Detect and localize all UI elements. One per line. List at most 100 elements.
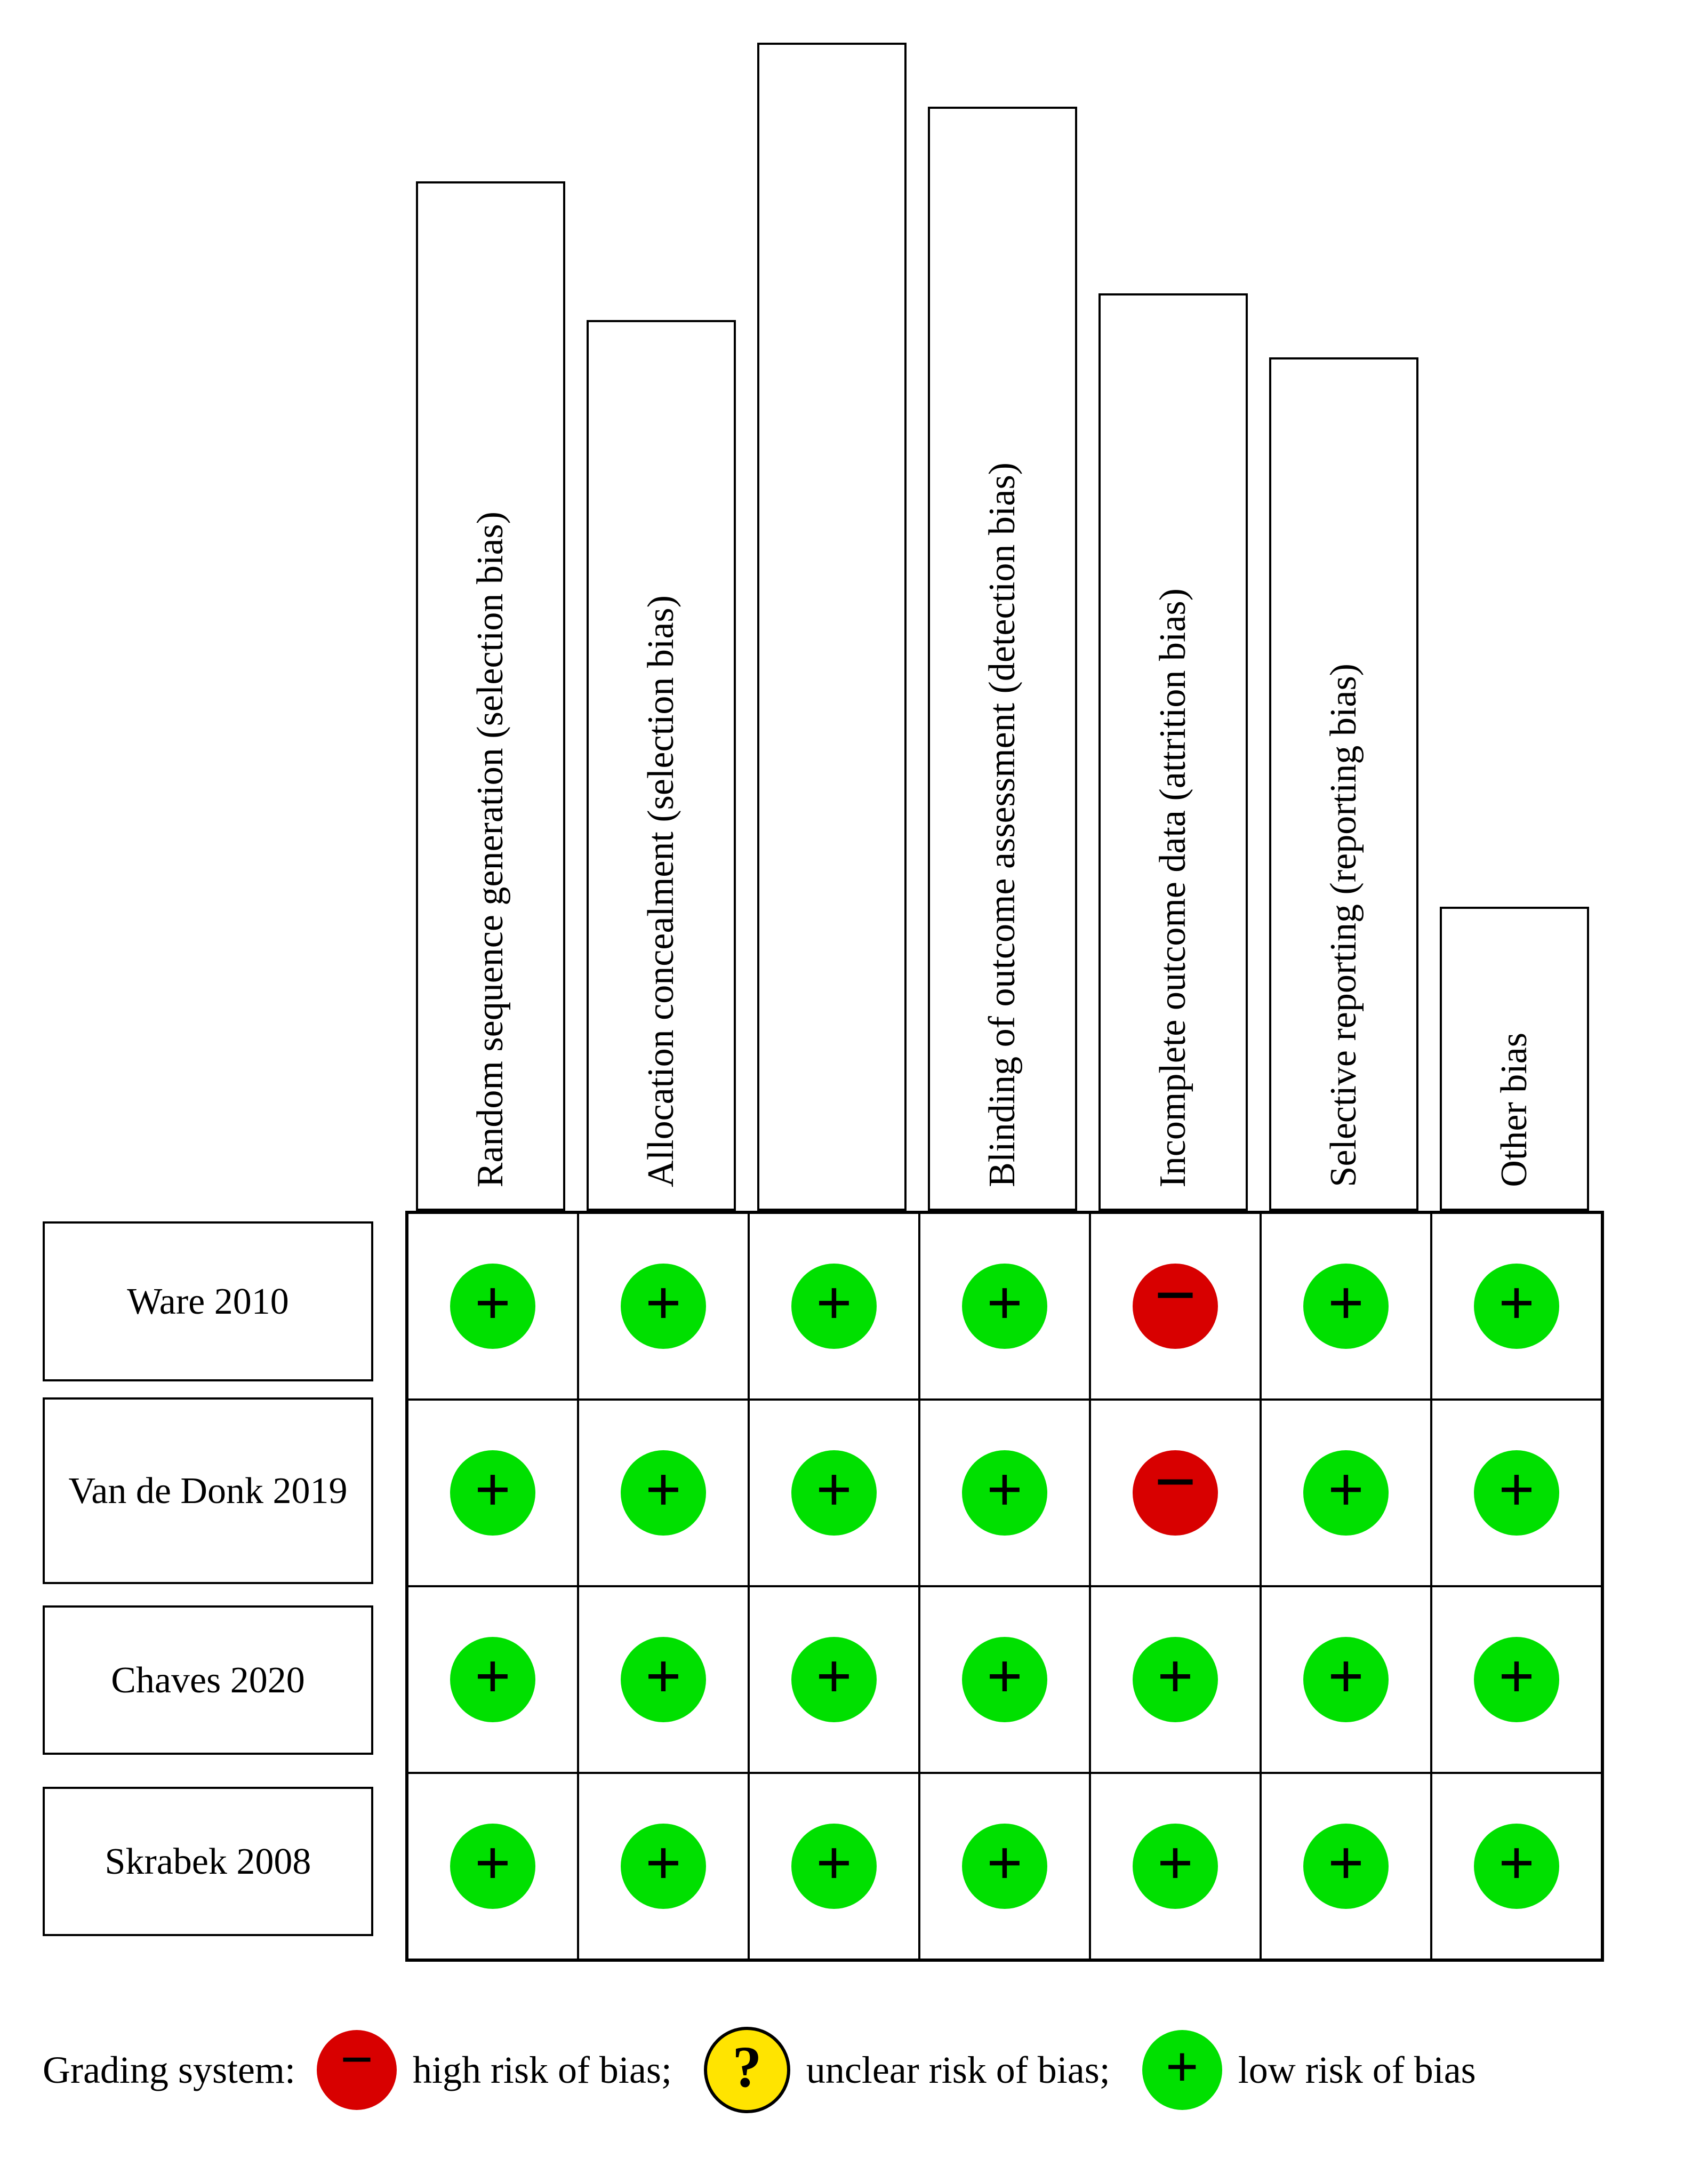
- table-row: + + + + + + +: [407, 1586, 1602, 1773]
- risk-cell: +: [919, 1400, 1090, 1586]
- column-header: [757, 43, 907, 1211]
- risk-cell: +: [1090, 1586, 1261, 1773]
- plus-icon: +: [645, 1458, 681, 1522]
- legend-item-text: low risk of bias: [1238, 2048, 1476, 2092]
- legend-item-text: high risk of bias;: [413, 2048, 672, 2092]
- risk-badge-low: +: [962, 1637, 1047, 1722]
- risk-cell: +: [749, 1586, 919, 1773]
- risk-badge-low: +: [962, 1824, 1047, 1909]
- row-label: Van de Donk 2019: [43, 1397, 373, 1584]
- risk-badge-low: +: [1474, 1637, 1559, 1722]
- plus-icon: +: [475, 1458, 511, 1522]
- plus-icon: +: [1498, 1644, 1535, 1708]
- table-row: ++++−++: [407, 1400, 1602, 1586]
- risk-badge-low: +: [450, 1824, 535, 1909]
- risk-cell: +: [749, 1773, 919, 1960]
- risk-cell: +: [578, 1213, 749, 1400]
- risk-cell: +: [1261, 1400, 1431, 1586]
- risk-cell: +: [578, 1773, 749, 1960]
- risk-cell: +: [1431, 1773, 1602, 1960]
- plus-icon: +: [1165, 2037, 1199, 2096]
- plus-icon: +: [1157, 1644, 1193, 1708]
- risk-cell: +: [919, 1586, 1090, 1773]
- plus-icon: +: [1328, 1458, 1364, 1522]
- risk-badge-low: +: [962, 1450, 1047, 1536]
- risk-badge-low: +: [1142, 2030, 1222, 2110]
- table-row: + + + + + + +: [407, 1773, 1602, 1960]
- risk-badge-low: +: [1303, 1450, 1389, 1536]
- legend-prefix: Grading system:: [43, 2048, 295, 2092]
- risk-grid: ++++−++++++−++++++++++++++++: [405, 1211, 1604, 1962]
- risk-badge-low: +: [621, 1824, 706, 1909]
- risk-badge-low: +: [1474, 1824, 1559, 1909]
- risk-cell: +: [1261, 1773, 1431, 1960]
- column-header: Incomplete outcome data (attrition bias): [1098, 293, 1248, 1211]
- risk-badge-high: −: [317, 2030, 397, 2110]
- risk-badge-low: +: [450, 1637, 535, 1722]
- risk-cell: +: [1431, 1213, 1602, 1400]
- risk-cell: +: [407, 1213, 578, 1400]
- risk-badge-low: +: [791, 1264, 877, 1349]
- risk-badge-unclear: ?: [704, 2027, 790, 2113]
- column-header: Allocation concealment (selection bias): [587, 320, 736, 1211]
- risk-badge-high: −: [1133, 1450, 1218, 1536]
- legend-item: + low risk of bias: [1142, 2030, 1476, 2110]
- question-icon: ?: [732, 2037, 761, 2096]
- risk-of-bias-figure: Random sequence generation (selection bi…: [0, 0, 1708, 2182]
- risk-badge-low: +: [450, 1450, 535, 1536]
- risk-cell: +: [1431, 1586, 1602, 1773]
- column-header: Other bias: [1440, 907, 1589, 1211]
- plus-icon: +: [816, 1458, 852, 1522]
- risk-badge-low: +: [621, 1264, 706, 1349]
- risk-cell: +: [749, 1400, 919, 1586]
- risk-badge-low: +: [1303, 1824, 1389, 1909]
- risk-cell: +: [407, 1773, 578, 1960]
- risk-badge-low: +: [1474, 1264, 1559, 1349]
- plus-icon: +: [987, 1271, 1023, 1335]
- plus-icon: +: [816, 1271, 852, 1335]
- risk-badge-low: +: [791, 1824, 877, 1909]
- plus-icon: +: [1328, 1271, 1364, 1335]
- risk-badge-low: +: [791, 1450, 877, 1536]
- minus-icon: −: [1154, 1445, 1197, 1520]
- risk-badge-low: +: [791, 1637, 877, 1722]
- row-label: Chaves 2020: [43, 1605, 373, 1755]
- legend: Grading system: −high risk of bias; ?uncl…: [43, 2027, 1476, 2113]
- minus-icon: −: [340, 2030, 374, 2089]
- risk-badge-low: +: [1133, 1637, 1218, 1722]
- risk-cell: +: [919, 1213, 1090, 1400]
- risk-cell: +: [407, 1586, 578, 1773]
- risk-cell: −: [1090, 1213, 1261, 1400]
- plus-icon: +: [645, 1644, 681, 1708]
- risk-cell: +: [407, 1400, 578, 1586]
- column-header-label: Incomplete outcome data (attrition bias): [1153, 588, 1193, 1188]
- column-header: Random sequence generation (selection bi…: [416, 181, 565, 1211]
- risk-cell: +: [1261, 1213, 1431, 1400]
- risk-badge-low: +: [1133, 1824, 1218, 1909]
- row-label: Skrabek 2008: [43, 1787, 373, 1936]
- plus-icon: +: [1498, 1831, 1535, 1895]
- risk-cell: +: [919, 1773, 1090, 1960]
- plus-icon: +: [475, 1271, 511, 1335]
- risk-badge-high: −: [1133, 1264, 1218, 1349]
- risk-cell: +: [749, 1213, 919, 1400]
- plus-icon: +: [475, 1831, 511, 1895]
- risk-cell: +: [1431, 1400, 1602, 1586]
- plus-icon: +: [1328, 1644, 1364, 1708]
- risk-cell: +: [1090, 1773, 1261, 1960]
- risk-badge-low: +: [450, 1264, 535, 1349]
- column-header-label: Blinding of outcome assessment (detectio…: [983, 462, 1022, 1187]
- risk-badge-low: +: [1303, 1264, 1389, 1349]
- plus-icon: +: [645, 1271, 681, 1335]
- risk-badge-low: +: [1303, 1637, 1389, 1722]
- legend-item: ?unclear risk of bias;: [704, 2027, 1110, 2113]
- risk-cell: +: [578, 1586, 749, 1773]
- plus-icon: +: [816, 1831, 852, 1895]
- table-row: + + + + − + +: [407, 1213, 1602, 1400]
- row-label: Ware 2010: [43, 1221, 373, 1381]
- plus-icon: +: [1498, 1271, 1535, 1335]
- row-labels: Ware 2010Van de Donk 2019 Chaves 2020 Skra…: [43, 1211, 373, 1936]
- column-header: Selective reporting (reporting bias): [1269, 357, 1418, 1211]
- column-header-label: Random sequence generation (selection bi…: [471, 511, 510, 1187]
- plus-icon: +: [987, 1644, 1023, 1708]
